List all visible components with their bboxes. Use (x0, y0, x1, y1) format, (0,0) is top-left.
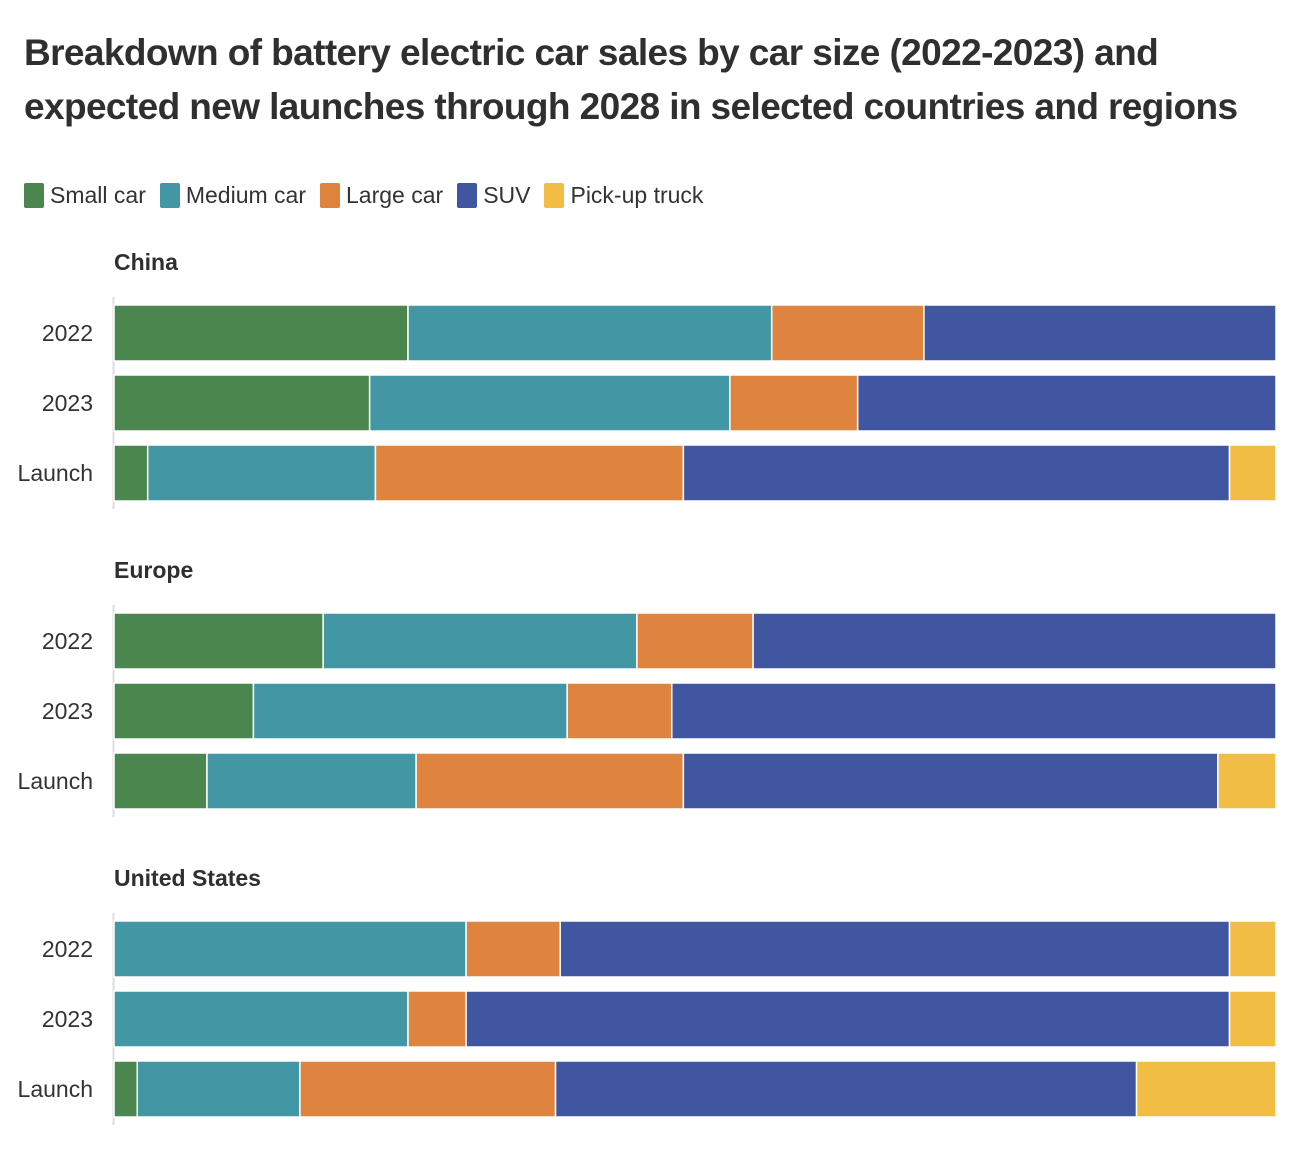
bar-europe-launch-suv[interactable] (682, 752, 1219, 810)
legend-swatch-large-car (320, 182, 341, 208)
bar-china-2023-small-car[interactable] (113, 374, 371, 432)
bar-china-2022-large-car[interactable] (770, 304, 925, 362)
bar-china-launch-large-car[interactable] (374, 444, 685, 502)
legend-swatch-medium-car (159, 182, 180, 208)
region-title-europe: Europe (114, 557, 193, 583)
bar-europe-launch-large-car[interactable] (415, 752, 685, 810)
bar-united-states-launch-small-car[interactable] (113, 1060, 138, 1118)
bar-china-launch-medium-car[interactable] (146, 444, 377, 502)
bar-china-2023-medium-car[interactable] (368, 374, 731, 432)
bar-united-states-launch-suv[interactable] (554, 1060, 1138, 1118)
row-label-china-2023: 2023 (42, 390, 93, 416)
legend-item-pick-up-truck[interactable]: Pick-up truck (544, 182, 703, 209)
bar-united-states-2023-suv[interactable] (465, 990, 1231, 1048)
bar-united-states-2023-large-car[interactable] (407, 990, 467, 1048)
bar-europe-2023-large-car[interactable] (566, 682, 673, 740)
bar-europe-launch-small-car[interactable] (113, 752, 208, 810)
bar-china-2022-small-car[interactable] (113, 304, 409, 362)
row-label-united-states-2022: 2022 (42, 936, 93, 962)
bar-china-2023-suv[interactable] (856, 374, 1277, 432)
bar-europe-2022-suv[interactable] (752, 612, 1277, 670)
bar-europe-launch-medium-car[interactable] (206, 752, 417, 810)
legend-label-pick-up-truck: Pick-up truck (570, 181, 704, 208)
region-title-united-states: United States (114, 865, 261, 891)
row-label-china-launch: Launch (18, 460, 93, 486)
row-label-europe-launch: Launch (18, 768, 93, 794)
bar-europe-2023-medium-car[interactable] (252, 682, 568, 740)
bar-europe-2023-suv[interactable] (671, 682, 1277, 740)
bar-china-launch-pick-up-truck[interactable] (1228, 444, 1277, 502)
bar-europe-launch-pick-up-truck[interactable] (1217, 752, 1277, 810)
legend-item-medium-car[interactable]: Medium car (159, 181, 307, 209)
bar-united-states-2023-medium-car[interactable] (113, 990, 409, 1048)
bar-europe-2023-small-car[interactable] (113, 682, 255, 740)
chart-title: Breakdown of battery electric car sales … (24, 32, 1238, 127)
row-label-united-states-launch: Launch (18, 1076, 93, 1102)
legend-label-large-car: Large car (346, 181, 444, 208)
legend-label-medium-car: Medium car (185, 181, 307, 208)
bar-united-states-2022-suv[interactable] (559, 920, 1231, 978)
legend-swatch-suv (457, 182, 478, 208)
bar-china-2023-large-car[interactable] (729, 374, 859, 432)
legend-swatch-pick-up-truck (544, 182, 565, 208)
bar-china-launch-small-car[interactable] (113, 444, 149, 502)
bar-united-states-launch-pick-up-truck[interactable] (1135, 1060, 1277, 1118)
bar-china-2022-medium-car[interactable] (407, 304, 773, 362)
legend-label-small-car: Small car (50, 181, 146, 208)
bar-united-states-launch-large-car[interactable] (299, 1060, 557, 1118)
legend-item-large-car[interactable]: Large car (320, 182, 443, 209)
legend: Small car Medium car Large car SUV Pick-… (24, 178, 717, 212)
row-label-united-states-2023: 2023 (42, 1006, 93, 1032)
legend-item-suv[interactable]: SUV (457, 182, 530, 209)
row-label-china-2022: 2022 (42, 320, 93, 346)
bar-europe-2022-medium-car[interactable] (322, 612, 638, 670)
bar-china-launch-suv[interactable] (682, 444, 1231, 502)
bar-europe-2022-small-car[interactable] (113, 612, 324, 670)
bar-united-states-launch-medium-car[interactable] (136, 1060, 301, 1118)
row-label-europe-2022: 2022 (42, 628, 93, 654)
row-label-europe-2023: 2023 (42, 698, 93, 724)
legend-item-small-car[interactable]: Small car (24, 182, 146, 209)
region-title-china: China (114, 249, 178, 275)
bar-europe-2022-large-car[interactable] (636, 612, 754, 670)
legend-swatch-small-car (24, 182, 44, 208)
bar-united-states-2022-pick-up-truck[interactable] (1228, 920, 1277, 978)
bar-united-states-2022-medium-car[interactable] (113, 920, 467, 978)
legend-label-suv: SUV (483, 181, 531, 208)
bar-united-states-2023-pick-up-truck[interactable] (1228, 990, 1277, 1048)
bar-united-states-2022-large-car[interactable] (465, 920, 561, 978)
bar-china-2022-suv[interactable] (923, 304, 1277, 362)
